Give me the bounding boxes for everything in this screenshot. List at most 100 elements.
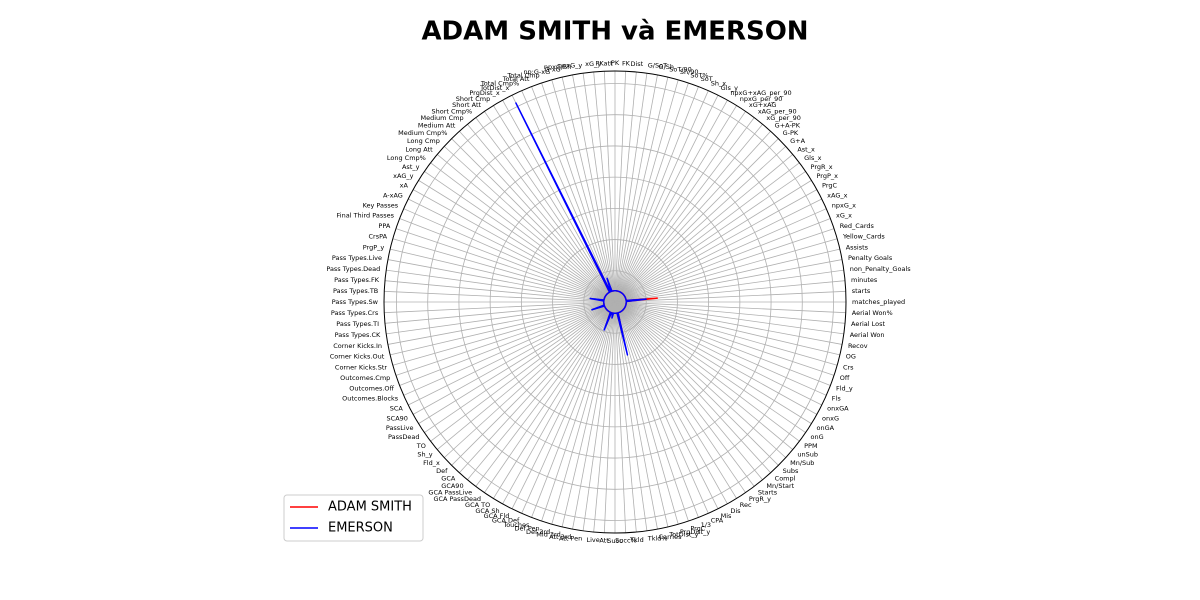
spoke	[403, 301, 616, 396]
spoke	[614, 301, 648, 531]
category-label: Sh_y	[417, 451, 432, 459]
category-label: PK	[611, 59, 620, 67]
category-label: Pass Types.TI	[336, 320, 379, 328]
spoke	[390, 301, 616, 356]
category-label: GCA TO	[465, 501, 490, 509]
category-label: Ast_x	[797, 145, 815, 153]
spoke	[614, 74, 658, 303]
category-label: PassLive	[386, 424, 414, 432]
spoke	[614, 301, 771, 473]
spoke	[614, 301, 728, 505]
category-label: PPA	[378, 222, 390, 230]
spoke	[614, 301, 827, 396]
category-label: Sh/90	[680, 68, 699, 76]
spoke	[614, 301, 800, 442]
category-label: minutes	[851, 276, 878, 284]
spoke	[614, 198, 822, 303]
category-label: Long Att	[405, 145, 433, 153]
spoke	[395, 228, 616, 303]
spoke	[541, 301, 616, 522]
spoke	[603, 301, 616, 533]
spoke	[444, 146, 616, 303]
category-label: onxG	[822, 414, 839, 422]
spoke	[614, 79, 679, 303]
spoke	[614, 301, 658, 530]
spoke	[451, 138, 616, 303]
chart-title: ADAM SMITH và EMERSON	[421, 17, 808, 47]
category-label: Red_Cards	[840, 222, 875, 230]
category-label: Rec	[740, 501, 752, 509]
category-label: xG_x	[836, 212, 852, 220]
category-label: PrgP_y	[363, 243, 385, 251]
spoke	[399, 301, 616, 386]
spoke	[614, 301, 843, 345]
spoke	[614, 301, 689, 522]
category-label: Att 3rd	[549, 533, 571, 541]
spoke	[521, 301, 616, 514]
category-label: xG+xAG	[749, 101, 777, 109]
category-label: Aerial Lost	[851, 320, 886, 328]
category-label: Pass Types.Dead	[326, 265, 380, 273]
spoke	[384, 290, 616, 303]
category-label: Att	[599, 537, 609, 545]
spoke	[614, 301, 838, 366]
category-label: CrsPA	[368, 233, 387, 241]
spoke	[502, 301, 616, 505]
category-label: Pass Types.Sw	[332, 298, 379, 306]
category-label: GCA	[441, 475, 456, 483]
category-label: Att Pen	[559, 535, 582, 543]
spoke	[521, 90, 616, 303]
category-label: SCA90	[387, 414, 408, 422]
spoke	[614, 301, 822, 406]
spoke	[614, 290, 846, 303]
spoke	[424, 171, 616, 303]
category-label: xAG_x	[827, 191, 847, 199]
spoke	[614, 301, 840, 356]
spoke	[511, 301, 616, 509]
grid-circle	[427, 114, 803, 490]
spoke	[384, 301, 616, 314]
category-label: Fld_x	[423, 459, 440, 467]
legend-label: EMERSON	[328, 521, 393, 536]
category-label: xG_per_90	[766, 114, 800, 122]
category-label: CPA	[711, 517, 724, 525]
spoke	[437, 301, 616, 450]
category-label: Corner Kicks.Out	[330, 353, 385, 361]
spoke	[541, 82, 616, 303]
grid-circle	[552, 239, 678, 365]
spoke	[614, 259, 843, 303]
spoke	[614, 301, 835, 376]
category-label: Gls_y	[721, 84, 738, 92]
category-label: Penalty Goals	[848, 254, 893, 262]
category-label: Assists	[846, 243, 869, 251]
category-label: GCA Def	[492, 517, 520, 525]
category-label: Outcomes.Cmp	[340, 374, 390, 382]
category-label: Touches	[502, 521, 530, 529]
legend: ADAM SMITH EMERSON	[283, 494, 424, 542]
category-label: xA	[400, 182, 409, 190]
spoke	[614, 71, 627, 303]
spoke	[614, 301, 679, 525]
spoke	[561, 301, 616, 527]
spoke	[614, 269, 844, 303]
spoke	[387, 259, 616, 303]
spoke	[430, 301, 616, 442]
spoke	[444, 301, 616, 458]
spoke	[614, 90, 709, 303]
category-label: TotDist_y	[668, 531, 698, 539]
spoke	[384, 301, 616, 324]
spoke	[614, 117, 755, 303]
category-label: Tkld%	[647, 535, 668, 543]
spoke	[390, 248, 616, 303]
spoke	[392, 301, 616, 366]
category-label: Succ%	[615, 537, 637, 545]
category-label: PrgP_x	[817, 172, 839, 180]
spoke	[614, 301, 793, 450]
spoke	[561, 77, 616, 303]
category-label: PrgC	[690, 525, 705, 533]
spoke	[614, 208, 827, 303]
spoke	[614, 301, 699, 518]
category-label: Dist	[630, 60, 643, 68]
category-label: Def	[436, 467, 448, 475]
